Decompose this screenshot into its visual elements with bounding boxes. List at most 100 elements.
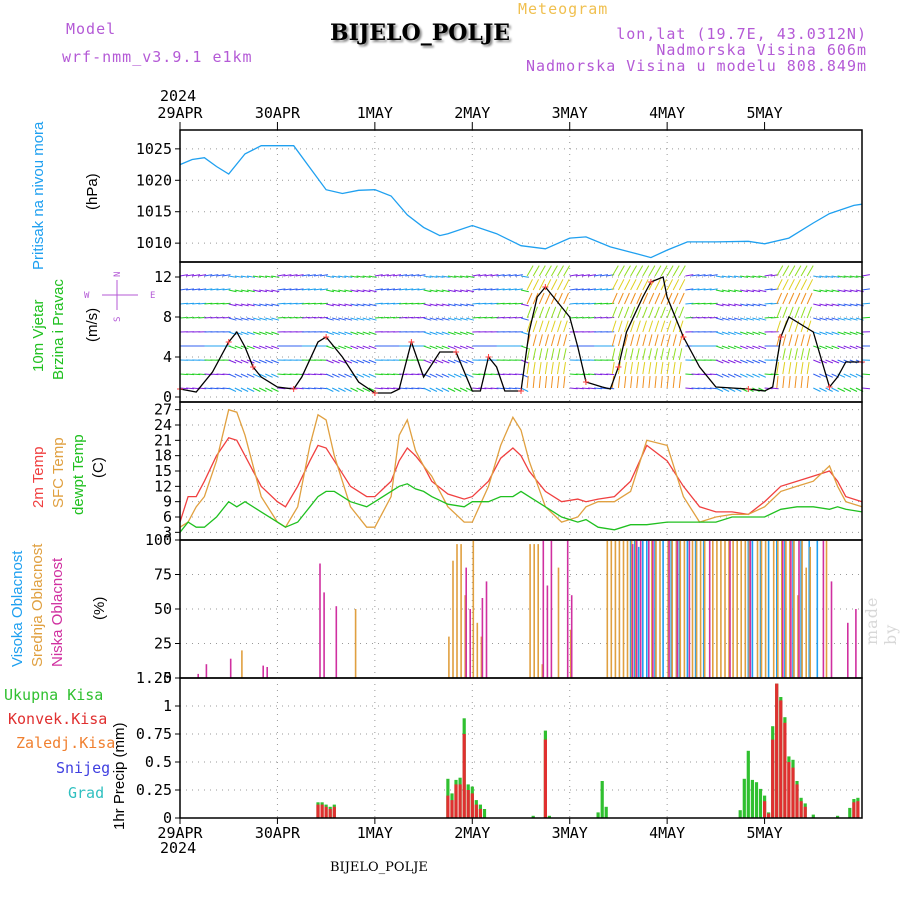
wind-arrow <box>685 274 694 277</box>
wind-arrow <box>179 387 189 390</box>
bar <box>648 540 650 678</box>
wind-arrow <box>843 289 852 293</box>
wind-arrow <box>514 316 523 319</box>
wind-arrow <box>813 387 821 392</box>
wind-arrow <box>532 334 537 347</box>
wind-arrow <box>733 289 743 293</box>
wind-arrow <box>417 274 426 277</box>
wind-arrow <box>325 289 335 293</box>
wind-arrow <box>453 373 462 378</box>
bar <box>772 540 775 678</box>
y-tick-label: 1025 <box>136 140 172 158</box>
wind-arrow <box>794 265 802 277</box>
wind-arrow <box>411 387 420 390</box>
bar <box>798 540 800 678</box>
wind-arrow <box>198 288 207 291</box>
wind-arrow <box>405 302 414 305</box>
wind-arrow <box>325 387 334 392</box>
bar <box>811 814 815 818</box>
bar <box>702 540 705 678</box>
wind-arrow <box>642 292 649 305</box>
wind-arrow <box>800 306 806 319</box>
wind-arrow <box>581 288 590 291</box>
wind-arrow <box>617 362 621 375</box>
wind-arrow <box>666 320 672 333</box>
bar <box>771 739 775 818</box>
bar <box>754 782 759 818</box>
bar <box>531 815 535 818</box>
bar <box>604 806 608 818</box>
wind-arrow <box>715 289 724 293</box>
wind-arrow <box>459 345 468 350</box>
wind-arrow <box>819 303 828 307</box>
wind-arrow <box>630 376 633 389</box>
bar <box>679 540 682 678</box>
wind-arrow <box>192 288 201 291</box>
bar <box>651 540 653 678</box>
bar <box>464 595 466 678</box>
wind-arrow <box>843 303 852 307</box>
wind-arrow <box>550 362 554 375</box>
wind-arrow <box>624 265 631 277</box>
wind-arrow <box>733 331 742 335</box>
wind-arrow <box>320 316 329 319</box>
wind-arrow <box>654 348 658 361</box>
wind-arrow <box>557 362 560 375</box>
wind-arrow <box>861 302 871 305</box>
wind-arrow <box>466 359 474 364</box>
wind-arrow <box>411 302 420 305</box>
bar <box>533 544 535 678</box>
wind-arrow <box>332 317 341 321</box>
wind-arrow <box>630 348 634 361</box>
wind-arrow <box>405 387 414 390</box>
wind-arrow <box>782 334 787 347</box>
wind-arrow <box>800 348 805 361</box>
bar <box>776 540 778 678</box>
wind-arrow <box>636 265 644 277</box>
wind-arrow <box>526 376 529 389</box>
wind-arrow <box>240 289 249 293</box>
wind-arrow <box>374 274 383 277</box>
wind-arrow <box>715 345 724 350</box>
wind-arrow <box>441 275 450 278</box>
wind-arrow <box>532 376 535 389</box>
wind-arrow <box>642 320 647 333</box>
wind-arrow <box>496 387 505 390</box>
bar <box>671 540 673 678</box>
wind-arrow <box>526 279 533 291</box>
y-tick-label: 24 <box>154 416 172 434</box>
wind-arrow <box>234 373 243 378</box>
bar <box>703 540 706 678</box>
wind-arrow <box>344 317 353 321</box>
wind-arrow <box>441 317 450 321</box>
bar <box>635 540 638 678</box>
wind-arrow <box>460 275 469 278</box>
wind-arrow <box>843 345 852 350</box>
bar <box>712 540 714 678</box>
wind-arrow <box>806 348 811 361</box>
time-label-top: 1MAY <box>357 104 393 122</box>
bar <box>749 540 752 678</box>
wind-arrow <box>837 387 846 392</box>
wind-arrow <box>313 274 322 277</box>
wind-arrow <box>350 359 359 364</box>
time-label-top: 29APR <box>157 104 203 122</box>
wind-arrow <box>666 279 674 291</box>
wind-arrow <box>849 317 858 321</box>
wind-arrow <box>611 348 616 361</box>
wind-arrow <box>660 306 666 319</box>
wind-arrow <box>325 317 334 321</box>
wind-arrow <box>453 317 462 321</box>
wind-arrow <box>265 373 273 378</box>
wind-arrow <box>727 289 737 293</box>
wind-arrow <box>740 303 749 307</box>
wind-arrow <box>429 317 438 321</box>
wind-arrow <box>594 302 603 305</box>
wind-arrow <box>624 292 630 305</box>
wind-arrow <box>849 373 858 378</box>
wind-arrow <box>325 345 334 350</box>
wind-arrow <box>331 387 340 392</box>
wind-arrow <box>727 303 736 307</box>
bar <box>630 540 633 678</box>
wind-arrow <box>861 274 870 277</box>
